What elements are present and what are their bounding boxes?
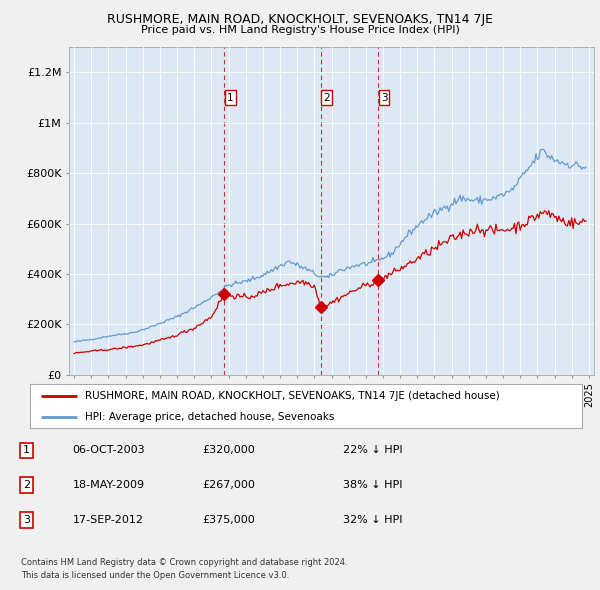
- Text: Contains HM Land Registry data © Crown copyright and database right 2024.: Contains HM Land Registry data © Crown c…: [21, 558, 347, 566]
- Text: 22% ↓ HPI: 22% ↓ HPI: [343, 445, 403, 455]
- Text: 06-OCT-2003: 06-OCT-2003: [73, 445, 145, 455]
- Text: This data is licensed under the Open Government Licence v3.0.: This data is licensed under the Open Gov…: [21, 571, 289, 579]
- Text: HPI: Average price, detached house, Sevenoaks: HPI: Average price, detached house, Seve…: [85, 412, 335, 422]
- Text: RUSHMORE, MAIN ROAD, KNOCKHOLT, SEVENOAKS, TN14 7JE (detached house): RUSHMORE, MAIN ROAD, KNOCKHOLT, SEVENOAK…: [85, 391, 500, 401]
- Text: Price paid vs. HM Land Registry's House Price Index (HPI): Price paid vs. HM Land Registry's House …: [140, 25, 460, 35]
- Text: £320,000: £320,000: [202, 445, 255, 455]
- Text: 3: 3: [23, 515, 30, 525]
- Text: 2: 2: [23, 480, 30, 490]
- Text: £375,000: £375,000: [202, 515, 255, 525]
- Text: £267,000: £267,000: [202, 480, 255, 490]
- Text: 18-MAY-2009: 18-MAY-2009: [73, 480, 145, 490]
- Text: 2: 2: [323, 93, 330, 103]
- Text: 32% ↓ HPI: 32% ↓ HPI: [343, 515, 403, 525]
- Text: 17-SEP-2012: 17-SEP-2012: [73, 515, 143, 525]
- Text: 1: 1: [23, 445, 30, 455]
- Text: 1: 1: [227, 93, 233, 103]
- Text: RUSHMORE, MAIN ROAD, KNOCKHOLT, SEVENOAKS, TN14 7JE: RUSHMORE, MAIN ROAD, KNOCKHOLT, SEVENOAK…: [107, 13, 493, 26]
- Text: 3: 3: [381, 93, 388, 103]
- Text: 38% ↓ HPI: 38% ↓ HPI: [343, 480, 403, 490]
